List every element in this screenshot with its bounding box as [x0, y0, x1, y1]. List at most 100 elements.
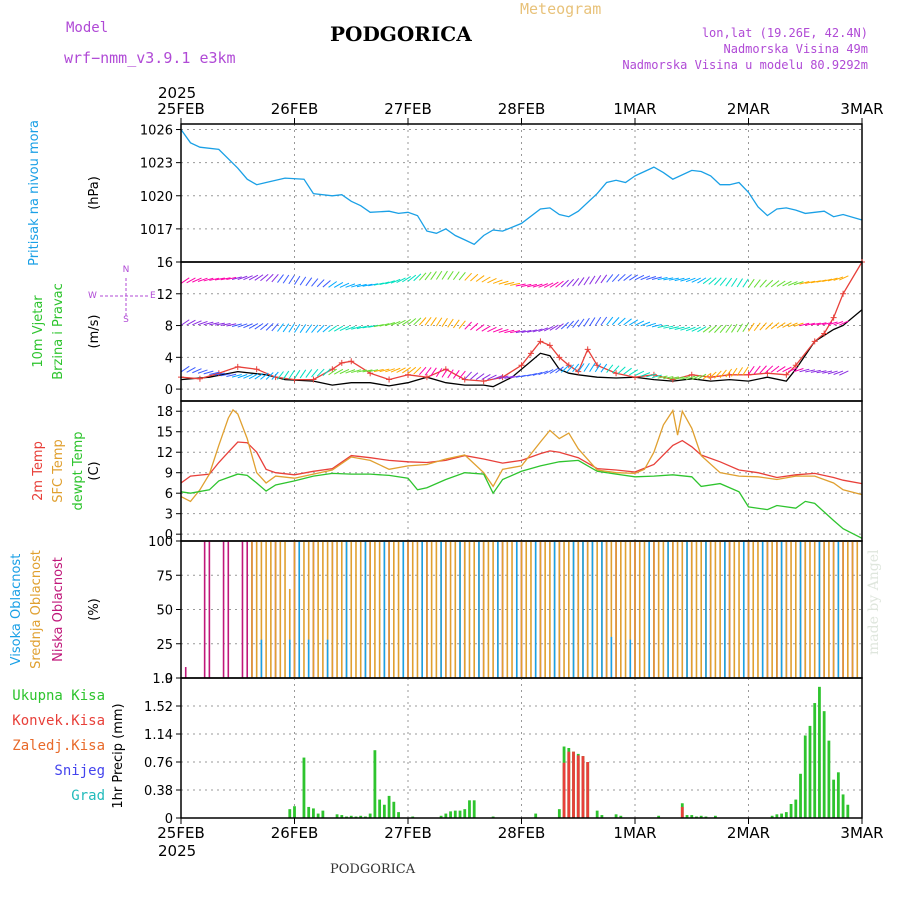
wind-barb: [197, 320, 208, 326]
footer-title: PODGORICA: [330, 862, 416, 877]
wind-barb: [753, 365, 761, 375]
clouds-bar: [761, 541, 764, 678]
clouds-bar: [709, 541, 712, 678]
wind-barb: [362, 369, 373, 373]
wind-gust-marker: [546, 342, 553, 349]
clouds-bar: [610, 541, 613, 678]
wind-barb: [373, 368, 384, 373]
wind-barb: [623, 274, 632, 281]
clouds-bar: [586, 541, 589, 678]
wind-ytick-label: 4: [165, 351, 173, 366]
wind-barb: [623, 367, 632, 375]
wind-barb: [805, 280, 816, 284]
wind-barb: [623, 318, 632, 326]
clouds-bar: [345, 541, 348, 678]
wind-barb: [311, 368, 319, 378]
wind-barb: [192, 277, 202, 283]
clouds-bar: [648, 541, 650, 678]
wind-barb: [629, 369, 639, 376]
wind-barb: [373, 324, 384, 328]
wind-barb: [492, 279, 503, 284]
clouds-bar: [473, 541, 476, 678]
wind-barb: [731, 323, 738, 333]
temperature-series-dewpt-temp: [180, 459, 863, 539]
precip-bar: [449, 811, 452, 818]
wind-barb: [521, 283, 532, 287]
wind-barb: [265, 372, 274, 380]
wind-barb: [305, 324, 313, 333]
clouds-bar: [776, 541, 778, 678]
wind-barb: [753, 279, 761, 288]
clouds-bar: [719, 541, 721, 678]
wind-barb: [555, 323, 564, 331]
clouds-ylabel: (%): [87, 598, 102, 621]
clouds-bar: [752, 541, 755, 678]
clouds-bar: [624, 541, 627, 678]
clouds-bar: [260, 639, 263, 678]
wind-barb: [407, 366, 417, 374]
precip-bar: [340, 815, 344, 818]
wind-gust-marker: [565, 362, 572, 369]
clouds-bar: [738, 541, 740, 678]
clouds-bar: [615, 541, 617, 678]
wind-barb: [305, 369, 313, 378]
model-label: Model: [66, 20, 109, 36]
wind-barb: [589, 363, 596, 372]
wind-barb: [748, 278, 755, 288]
wind-key-e: E: [150, 291, 156, 301]
wind-barb: [481, 373, 491, 380]
precip-bar: [288, 809, 292, 818]
wind-barb: [243, 373, 253, 379]
clouds-bar: [260, 541, 263, 678]
wind-barb: [572, 363, 580, 373]
clouds-bar: [265, 541, 267, 678]
model-name: wrf−nmm_v3.9.1 e3km: [64, 49, 236, 67]
wind-gust-marker: [196, 375, 203, 382]
clouds-bar: [445, 541, 447, 678]
wind-barb: [532, 283, 543, 288]
precip-bar: [846, 804, 850, 818]
x-year-top: 2025: [158, 84, 196, 102]
wind-barb: [577, 277, 585, 286]
wind-barb: [237, 374, 248, 379]
wind-barb: [685, 277, 696, 283]
wind-barb: [277, 323, 284, 332]
wind-gust-marker: [688, 371, 695, 378]
precip-bar: [780, 813, 784, 818]
precip-bar: [595, 810, 599, 818]
wind-barb: [765, 322, 774, 330]
wind-barb: [362, 283, 373, 287]
clouds-bar: [780, 541, 783, 678]
precip-bar: [775, 814, 779, 818]
wind-barb: [527, 373, 537, 377]
wind-barb: [799, 322, 810, 327]
wind-barb: [368, 369, 379, 373]
wind-barb: [793, 281, 804, 286]
clouds-bar: [307, 639, 310, 678]
clouds-bar: [823, 541, 825, 678]
precip-bar: [387, 795, 391, 818]
clouds-bar: [653, 541, 655, 678]
wind-barb: [333, 368, 344, 375]
clouds-bar: [804, 541, 807, 678]
wind-barb: [549, 324, 559, 331]
clouds-bar: [681, 541, 684, 678]
wind-barb: [402, 276, 411, 283]
wind-barb: [600, 316, 608, 326]
clouds-bar: [435, 541, 438, 678]
clouds-bar: [279, 541, 282, 678]
wind-barb: [464, 371, 472, 380]
wind-barb: [254, 274, 264, 281]
wind-barb: [572, 277, 580, 287]
wind-barb: [782, 366, 792, 373]
wind-barb: [691, 374, 701, 380]
wind-barb: [742, 278, 749, 288]
wind-barb: [435, 368, 443, 377]
clouds-bar: [246, 541, 249, 678]
wind-barb: [748, 322, 755, 332]
pressure-side-label: Pritisak na nivou mora: [27, 120, 42, 266]
wind-barb: [657, 277, 668, 281]
wind-barb: [316, 368, 325, 377]
clouds-bar: [766, 541, 769, 678]
